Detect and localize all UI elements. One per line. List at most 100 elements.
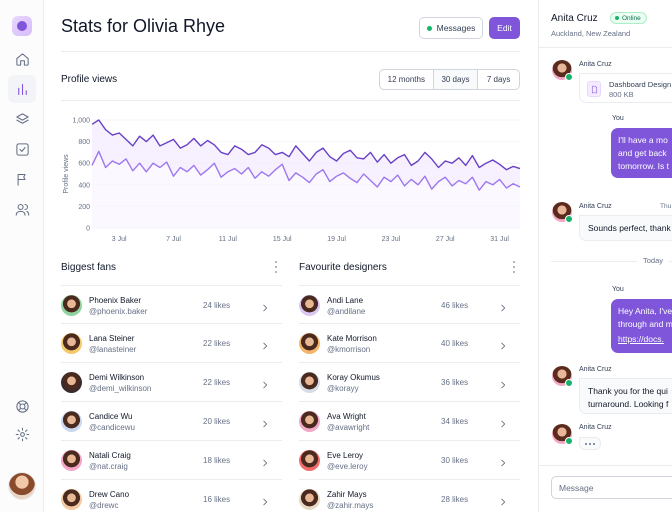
user-avatar[interactable] <box>8 472 36 500</box>
chevron-right-icon[interactable] <box>498 416 508 428</box>
avatar <box>299 333 320 354</box>
y-tick-label: 0 <box>86 226 90 233</box>
file-attachment[interactable]: Dashboard Design 800 KB <box>579 73 672 103</box>
person-handle: @nat.craig <box>89 462 128 471</box>
likes-count: 36 likes <box>441 378 469 387</box>
likes-count: 20 likes <box>203 417 231 426</box>
more-vertical-icon[interactable] <box>274 261 278 273</box>
chevron-right-icon[interactable] <box>260 300 270 312</box>
x-tick-label: 23 Jul <box>382 236 401 243</box>
person-handle: @andilane <box>327 307 366 316</box>
message-time: Thu <box>660 203 672 210</box>
person-name: Candice Wu <box>89 412 133 421</box>
chevron-right-icon[interactable] <box>260 416 270 428</box>
list-item[interactable]: Drew Cano @drewc 16 likes <box>61 480 282 512</box>
avatar <box>299 450 320 471</box>
person-name: Drew Cano <box>89 490 130 499</box>
person-name: Koray Okumus <box>327 373 380 382</box>
x-tick-label: 27 Jul <box>436 236 455 243</box>
list-item[interactable]: Kate Morrison @kmorrison 40 likes <box>299 324 520 363</box>
list-item[interactable]: Andi Lane @andilane 46 likes <box>299 285 520 324</box>
layers-icon[interactable] <box>8 105 36 133</box>
list-item[interactable]: Candice Wu @candicewu 20 likes <box>61 402 282 441</box>
sender-avatar[interactable] <box>552 424 573 445</box>
incoming-message: Sounds perfect, thank <box>579 215 672 241</box>
person-handle: @candicewu <box>89 423 135 432</box>
list-item[interactable]: Phoenix Baker @phoenix.baker 24 likes <box>61 285 282 324</box>
home-icon[interactable] <box>8 45 36 73</box>
list-item[interactable]: Koray Okumus @korayy 36 likes <box>299 363 520 402</box>
sender-avatar[interactable] <box>552 60 573 81</box>
header-divider <box>61 51 520 52</box>
main-content: Stats for Olivia Rhye Messages Edit Prof… <box>44 0 538 512</box>
message-line: I'll have a mo <box>618 135 668 145</box>
message-input[interactable] <box>551 476 672 499</box>
y-tick-label: 600 <box>78 161 90 168</box>
avatar <box>299 295 320 316</box>
sender-avatar[interactable] <box>552 366 573 387</box>
list-item[interactable]: Ava Wright @avawright 34 likes <box>299 402 520 441</box>
message-sender: Anita Cruz <box>579 61 612 68</box>
chevron-right-icon[interactable] <box>498 455 508 467</box>
person-handle: @korayy <box>327 384 359 393</box>
chevron-right-icon[interactable] <box>498 300 508 312</box>
date-separator <box>551 261 672 262</box>
message-line: turnaround. Looking f <box>588 399 669 409</box>
profile-views-chart: 0 200 400 600 800 1,000 Profile views 3 Jul 7 Ju… <box>63 118 521 243</box>
message-sender: Anita Cruz <box>579 203 612 210</box>
typing-indicator <box>579 437 601 450</box>
online-dot-icon <box>615 16 619 20</box>
avatar <box>299 489 320 510</box>
range-7-days-button[interactable]: 7 days <box>486 75 511 84</box>
chart-divider <box>61 100 520 101</box>
message-sender-you: You <box>612 286 624 293</box>
message-line: Thank you for the qui <box>588 386 668 396</box>
avatar <box>61 489 82 510</box>
list-item[interactable]: Eve Leroy @eve.leroy 30 likes <box>299 441 520 480</box>
list-item[interactable]: Lana Steiner @lanasteiner 22 likes <box>61 324 282 363</box>
chevron-right-icon[interactable] <box>260 338 270 350</box>
chevron-right-icon[interactable] <box>498 494 508 506</box>
messages-button-label: Messages <box>436 23 476 33</box>
incoming-message: Thank you for the qui turnaround. Lookin… <box>579 378 672 414</box>
settings-icon[interactable] <box>8 420 36 448</box>
chevron-right-icon[interactable] <box>260 455 270 467</box>
list-item[interactable]: Zahir Mays @zahir.mays 28 likes <box>299 480 520 512</box>
person-name: Natali Craig <box>89 451 131 460</box>
range-12-months-button[interactable]: 12 months <box>380 70 434 89</box>
check-square-icon[interactable] <box>8 135 36 163</box>
logo-icon[interactable] <box>12 16 32 36</box>
edit-button[interactable]: Edit <box>489 17 520 39</box>
person-name: Zahir Mays <box>327 490 367 499</box>
range-30-days-button[interactable]: 30 days <box>433 70 479 89</box>
date-separator-label: Today <box>637 256 670 265</box>
life-buoy-icon[interactable] <box>8 392 36 420</box>
outgoing-message: Hey Anita, I've through and m https://do… <box>611 299 672 353</box>
person-name: Demi Wilkinson <box>89 373 145 382</box>
message-link[interactable]: https://docs. <box>618 334 664 344</box>
person-name: Lana Steiner <box>89 334 135 343</box>
person-handle: @avawright <box>327 423 370 432</box>
bar-chart-icon[interactable] <box>8 75 36 103</box>
chevron-right-icon[interactable] <box>260 494 270 506</box>
likes-count: 18 likes <box>203 456 231 465</box>
sidebar <box>0 0 44 512</box>
outgoing-message: I'll have a mo and get back tomorrow. Is… <box>611 128 672 178</box>
users-icon[interactable] <box>8 195 36 223</box>
avatar <box>61 295 82 316</box>
chat-panel: Anita Cruz Online Auckland, New Zealand … <box>538 0 672 512</box>
person-handle: @drewc <box>89 501 119 510</box>
y-axis-label: Profile views <box>63 154 70 194</box>
sender-avatar[interactable] <box>552 202 573 223</box>
date-range-selector: 12 months 30 days 7 days <box>379 69 520 90</box>
profile-views-title: Profile views <box>61 74 118 85</box>
flag-icon[interactable] <box>8 165 36 193</box>
chevron-right-icon[interactable] <box>498 338 508 350</box>
person-handle: @zahir.mays <box>327 501 374 510</box>
list-item[interactable]: Demi Wilkinson @demi_wilkinson 22 likes <box>61 363 282 402</box>
chevron-right-icon[interactable] <box>498 377 508 389</box>
messages-button[interactable]: Messages <box>419 17 483 39</box>
chevron-right-icon[interactable] <box>260 377 270 389</box>
list-item[interactable]: Natali Craig @nat.craig 18 likes <box>61 441 282 480</box>
more-vertical-icon[interactable] <box>512 261 516 273</box>
